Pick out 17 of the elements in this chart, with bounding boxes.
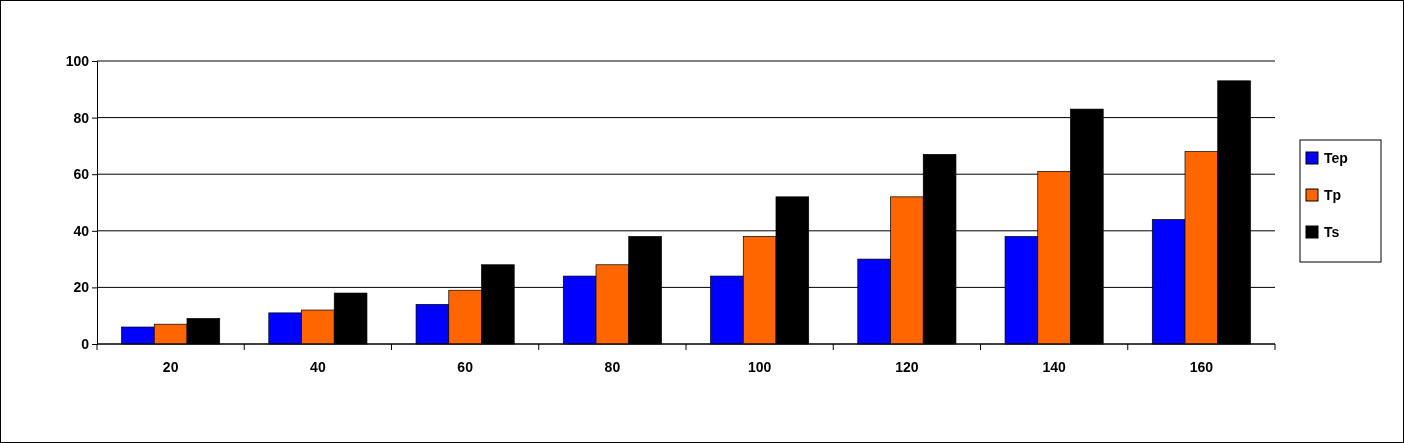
y-tick-label: 0 <box>81 335 90 352</box>
legend-label: Tp <box>1324 187 1342 203</box>
y-tick-label: 20 <box>73 279 90 296</box>
y-tick-label: 60 <box>73 166 90 183</box>
y-tick-label: 80 <box>73 109 90 126</box>
y-tick-label: 40 <box>73 222 90 239</box>
x-tick-label: 120 <box>895 358 919 375</box>
x-tick-label: 80 <box>604 358 621 375</box>
legend-label: Ts <box>1324 224 1340 240</box>
x-tick-label: 40 <box>310 358 326 375</box>
x-tick-label: 160 <box>1189 358 1214 375</box>
x-tick-label: 100 <box>747 358 772 375</box>
x-tick-label: 140 <box>1042 358 1067 375</box>
x-tick-label: 20 <box>162 358 179 375</box>
legend-label: Tep <box>1324 150 1348 166</box>
y-tick-label: 100 <box>65 52 90 69</box>
x-tick-label: 60 <box>457 358 474 375</box>
